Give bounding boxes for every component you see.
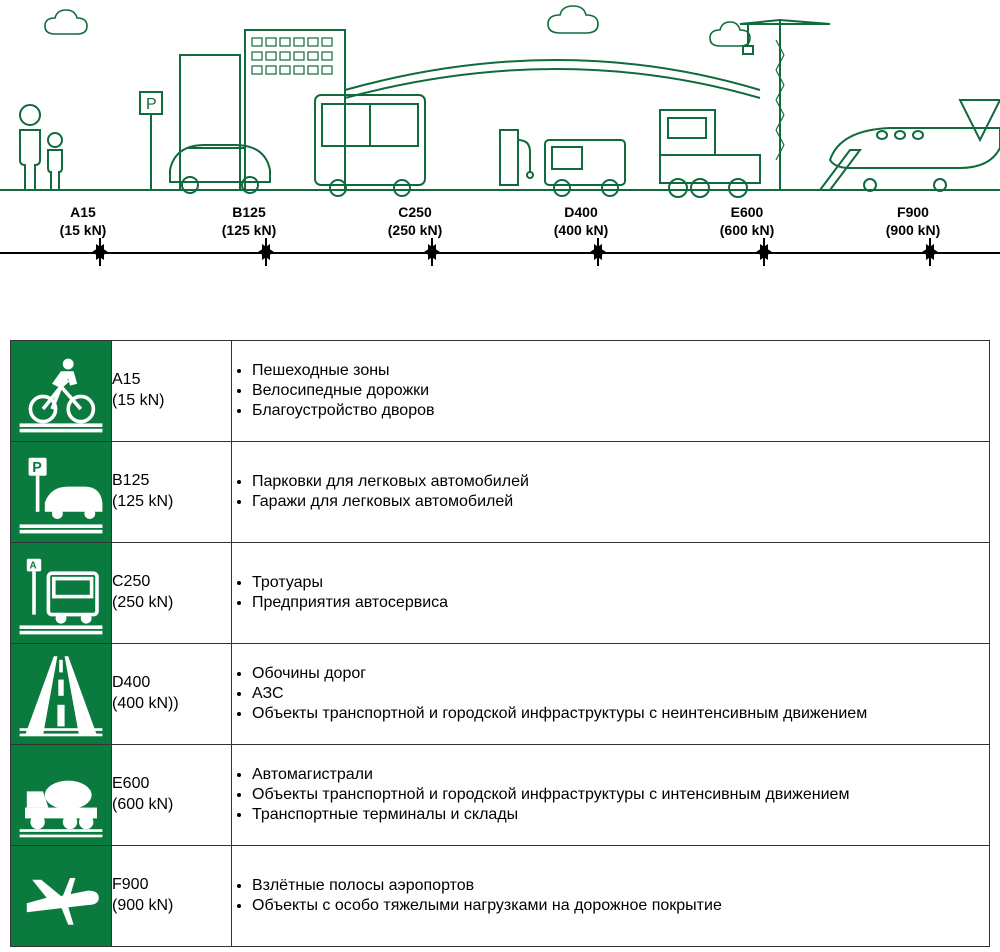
boarding-stairs-icon (820, 150, 860, 190)
class-desc-item: АЗС (252, 685, 989, 703)
class-desc-item: Благоустройство дворов (252, 402, 989, 420)
class-icon-cell (11, 846, 112, 947)
car-icon (170, 145, 270, 193)
cloud-icon (45, 10, 87, 34)
axis-seg-c250: C250(250 kN) (332, 204, 498, 239)
class-desc-item: Предприятия автосервиса (252, 594, 989, 612)
class-desc-list: Автомагистрали Объекты транспортной и гор… (232, 766, 989, 824)
skyline-svg: P (0, 0, 1000, 200)
class-code: A15 (112, 371, 140, 388)
class-desc-cell: Обочины дорог АЗС Объекты транспортной и г… (232, 644, 990, 745)
class-desc-item: Обочины дорог (252, 665, 989, 683)
class-code: B125 (112, 472, 149, 489)
bridge-arch-icon (345, 60, 760, 90)
axis-line (0, 252, 1000, 254)
airplane-icon (830, 100, 1000, 191)
class-code: E600 (112, 775, 149, 792)
fuel-pump-icon (500, 130, 533, 185)
table-row: A15 (15 kN) Пешеходные зоны Велосипедные до… (11, 341, 990, 442)
cloud-icon (548, 6, 598, 33)
class-code-cell: F900 (900 kN) (112, 846, 232, 947)
class-desc-item: Велосипедные дорожки (252, 382, 989, 400)
class-axis: A15(15 kN) B125(125 kN) C250(250 kN) D40… (0, 200, 1000, 280)
class-code: D400 (112, 674, 150, 691)
class-desc-cell: Взлётные полосы аэропортов Объекты с особ… (232, 846, 990, 947)
axis-seg-d400: D400(400 kN) (498, 204, 664, 239)
class-desc-list: Тротуары Предприятия автосервиса (232, 574, 989, 612)
class-desc-item: Гаражи для легковых автомобилей (252, 493, 989, 511)
class-icon-cell (11, 341, 112, 442)
bicycle-icon (11, 341, 111, 441)
class-code-cell: A15 (15 kN) (112, 341, 232, 442)
svg-text:P: P (146, 96, 157, 113)
class-load: (125 kN) (112, 493, 173, 510)
class-desc-item: Объекты транспортной и городской инфраст… (252, 786, 989, 804)
skyline-illustration: P (0, 0, 1000, 200)
class-desc-item: Парковки для легковых автомобилей (252, 473, 989, 491)
class-desc-list: Пешеходные зоны Велосипедные дорожки Благо… (232, 362, 989, 420)
table-row: C250 (250 kN) Тротуары Предприятия автосерв… (11, 543, 990, 644)
class-icon-cell (11, 745, 112, 846)
class-desc-cell: Пешеходные зоны Велосипедные дорожки Благо… (232, 341, 990, 442)
class-load: (400 kN)) (112, 695, 179, 712)
heavy-truck-icon (660, 110, 760, 197)
bus-stop-icon (11, 543, 111, 643)
crane-icon (740, 20, 830, 190)
class-desc-item: Объекты с особо тяжелыми нагрузками на д… (252, 897, 989, 915)
mixer-truck-icon (11, 745, 111, 845)
van-icon (545, 140, 625, 196)
class-code-cell: C250 (250 kN) (112, 543, 232, 644)
class-code-cell: E600 (600 kN) (112, 745, 232, 846)
class-load: (15 kN) (112, 392, 164, 409)
axis-seg-e600: E600(600 kN) (664, 204, 830, 239)
parking-car-icon (11, 442, 111, 542)
class-desc-item: Автомагистрали (252, 766, 989, 784)
table-row: B125 (125 kN) Парковки для легковых автомо… (11, 442, 990, 543)
class-desc-item: Пешеходные зоны (252, 362, 989, 380)
table-row: D400 (400 kN)) Обочины дорог АЗС Объекты тра… (11, 644, 990, 745)
class-icon-cell (11, 644, 112, 745)
class-desc-item: Взлётные полосы аэропортов (252, 877, 989, 895)
bus-icon (315, 95, 425, 196)
class-desc-cell: Автомагистрали Объекты транспортной и гор… (232, 745, 990, 846)
table-row: E600 (600 kN) Автомагистрали Объекты трансп… (11, 745, 990, 846)
road-icon (11, 644, 111, 744)
class-desc-item: Транспортные терминалы и склады (252, 806, 989, 824)
class-code-cell: D400 (400 kN)) (112, 644, 232, 745)
class-desc-item: Тротуары (252, 574, 989, 592)
axis-seg-b125: B125(125 kN) (166, 204, 332, 239)
class-desc-list: Обочины дорог АЗС Объекты транспортной и г… (232, 665, 989, 723)
class-icon-cell (11, 543, 112, 644)
class-desc-cell: Тротуары Предприятия автосервиса (232, 543, 990, 644)
table-row: F900 (900 kN) Взлётные полосы аэропортов Об… (11, 846, 990, 947)
parking-sign-icon: P (140, 92, 162, 190)
class-code: F900 (112, 876, 148, 893)
class-desc-list: Парковки для легковых автомобилей Гаражи … (232, 473, 989, 511)
class-desc-item: Объекты транспортной и городской инфраст… (252, 705, 989, 723)
class-desc-list: Взлётные полосы аэропортов Объекты с особ… (232, 877, 989, 915)
class-load: (600 kN) (112, 796, 173, 813)
class-icon-cell (11, 442, 112, 543)
class-code: C250 (112, 573, 150, 590)
class-code-cell: B125 (125 kN) (112, 442, 232, 543)
axis-seg-f900: F900(900 kN) (830, 204, 996, 239)
pedestrians-icon (20, 105, 62, 190)
class-desc-cell: Парковки для легковых автомобилей Гаражи … (232, 442, 990, 543)
cloud-icon (710, 22, 750, 46)
building-icon (180, 30, 345, 190)
axis-seg-a15: A15(15 kN) (0, 204, 166, 239)
load-class-table: A15 (15 kN) Пешеходные зоны Велосипедные до… (10, 340, 990, 947)
class-load: (250 kN) (112, 594, 173, 611)
class-load: (900 kN) (112, 897, 173, 914)
airplane-icon (11, 846, 111, 946)
